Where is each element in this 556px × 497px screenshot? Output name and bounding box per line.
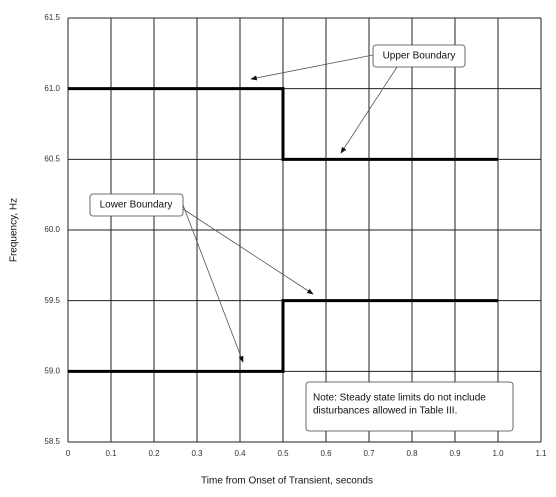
y-tick-label: 61.5 <box>44 13 60 22</box>
x-tick-label: 0.3 <box>191 449 203 458</box>
y-tick-label: 59.5 <box>44 296 60 305</box>
x-tick-label: 0.6 <box>320 449 332 458</box>
arrow <box>250 54 374 81</box>
legend-box <box>89 193 184 217</box>
y-tick-label: 59.0 <box>44 366 60 375</box>
plot-area: 0 0.1 0.2 0.3 0.4 0.5 0.6 0.7 0.8 0.9 1.0 1.1 58.5 59… <box>44 13 547 458</box>
x-tick-label: 0.2 <box>148 449 160 458</box>
x-tick-label: 0.8 <box>406 449 418 458</box>
note-line: disturbances allowed in Table III. <box>313 406 457 417</box>
x-tick-label: 0.5 <box>277 449 289 458</box>
series-line <box>68 87 498 161</box>
series-label: Lower Boundary <box>100 200 173 211</box>
y-axis-label: Frequency, Hz <box>9 198 20 262</box>
note-line: Note: Steady state limits do not include <box>313 393 486 404</box>
x-tick-label: 1.1 <box>535 449 547 458</box>
series-label: Upper Boundary <box>383 51 456 62</box>
arrow <box>182 208 314 295</box>
legend-box <box>372 44 466 68</box>
series-line <box>68 299 498 373</box>
y-tick-label: 61.0 <box>44 84 60 93</box>
arrow <box>340 66 398 154</box>
annotations: Upper Boundary Lower Boundary Note: Stea… <box>89 44 514 432</box>
x-tick-label: 0.9 <box>449 449 461 458</box>
x-tick-label: 0.7 <box>363 449 375 458</box>
y-tick-label: 60.0 <box>44 225 60 234</box>
y-tick-label: 60.5 <box>44 154 60 163</box>
y-tick-label: 58.5 <box>44 437 60 446</box>
note-box <box>305 381 514 432</box>
x-axis-label: Time from Onset of Transient, seconds <box>201 476 373 487</box>
x-tick-label: 0.1 <box>105 449 117 458</box>
x-tick-label: 1.0 <box>492 449 504 458</box>
arrow <box>182 204 244 363</box>
x-tick-label: 0 <box>66 449 71 458</box>
x-tick-label: 0.4 <box>234 449 246 458</box>
